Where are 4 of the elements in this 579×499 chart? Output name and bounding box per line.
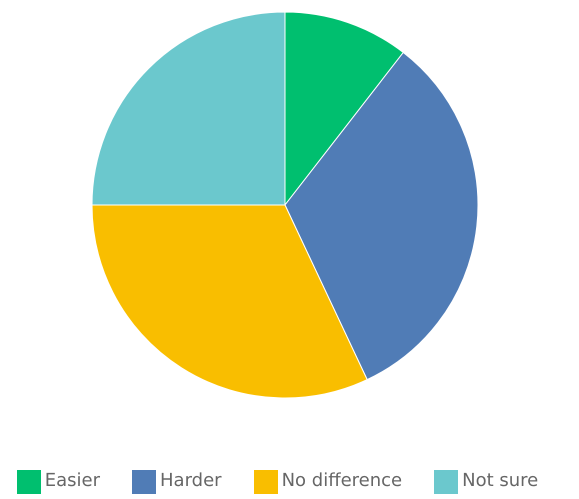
legend-label: No difference xyxy=(282,470,402,492)
legend-label: Easier xyxy=(44,470,100,492)
legend-label: Harder xyxy=(160,470,222,492)
legend-label: Not sure xyxy=(462,470,538,492)
